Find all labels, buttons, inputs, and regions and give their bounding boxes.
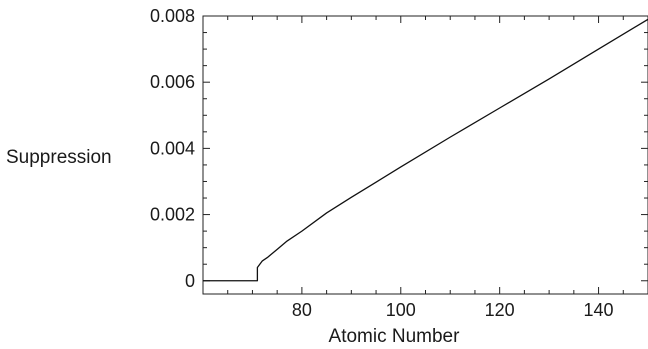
plot-frame <box>202 15 648 295</box>
tick-marks <box>203 15 648 294</box>
y-tick-label: 0.008 <box>150 6 195 26</box>
suppression-curve <box>203 18 648 282</box>
x-tick-label: 100 <box>386 300 416 320</box>
y-tick-label: 0.006 <box>150 72 195 92</box>
y-axis-label: Suppression <box>6 147 112 168</box>
x-tick-label: 140 <box>584 300 614 320</box>
y-tick-label: 0 <box>185 271 195 291</box>
x-tick-label: 80 <box>292 300 312 320</box>
y-tick-label: 0.002 <box>150 205 195 225</box>
x-tick-label: 120 <box>485 300 515 320</box>
y-tick-labels: 0 0.002 0.004 0.006 0.008 <box>150 6 195 291</box>
series-layer <box>203 18 648 282</box>
x-tick-labels: 80 100 120 140 <box>292 300 614 320</box>
x-axis-label: Atomic Number <box>329 326 461 347</box>
y-tick-label: 0.004 <box>150 138 195 158</box>
